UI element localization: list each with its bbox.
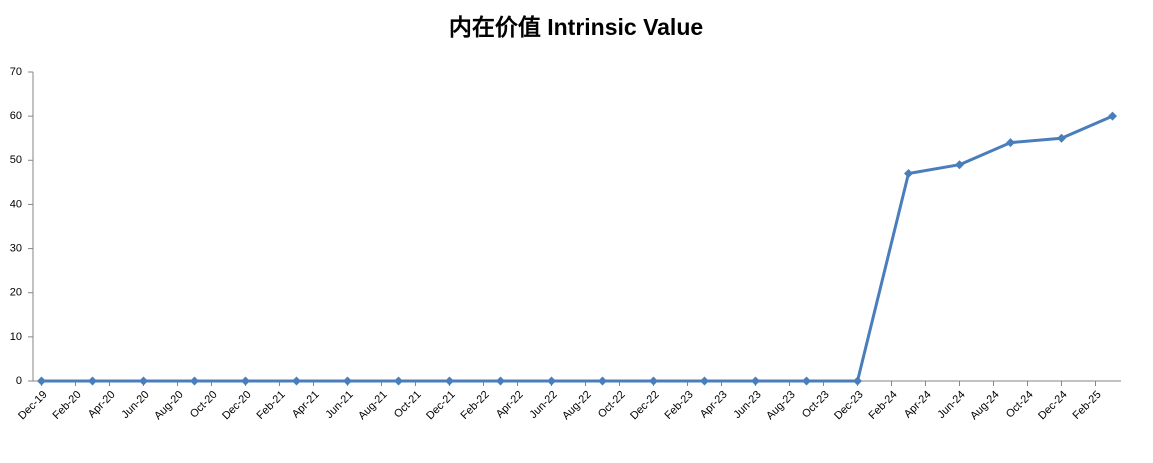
marker	[547, 376, 556, 386]
x-tick-label: Dec-19	[16, 389, 50, 423]
x-tick-label: Feb-20	[51, 389, 84, 422]
x-tick-label: Feb-25	[1071, 389, 1104, 422]
x-tick-label: Feb-24	[867, 389, 900, 422]
y-tick-label: 20	[10, 287, 22, 299]
x-tick-label: Oct-21	[392, 389, 424, 421]
x-tick-label: Oct-22	[596, 389, 628, 421]
y-tick-label: 60	[10, 110, 22, 122]
x-tick-label: Apr-24	[902, 389, 934, 421]
x-tick-label: Jun-22	[527, 389, 559, 421]
y-tick-label: 10	[10, 331, 22, 343]
marker	[598, 376, 607, 386]
marker	[190, 376, 199, 386]
marker	[802, 376, 811, 386]
line	[41, 114, 1114, 383]
y-tick-label: 50	[10, 154, 22, 166]
chart-title: 内在价值 Intrinsic Value	[449, 14, 703, 40]
x-tick-label: Oct-20	[188, 389, 220, 421]
x-tick-label: Apr-22	[494, 389, 526, 421]
x-tick-label: Feb-22	[459, 389, 492, 422]
marker	[1057, 133, 1066, 143]
marker	[292, 376, 301, 386]
x-tick-label: Dec-21	[424, 389, 458, 423]
x-tick-label: Aug-22	[560, 389, 594, 423]
x-tick-label: Dec-23	[832, 389, 866, 423]
marker	[700, 376, 709, 386]
marker	[496, 376, 505, 386]
x-tick-label: Jun-20	[119, 389, 151, 421]
x-tick-label: Oct-24	[1004, 389, 1036, 421]
marker	[1108, 111, 1117, 121]
x-tick-label: Dec-24	[1036, 389, 1070, 423]
x-tick-label: Jun-23	[731, 389, 763, 421]
marker	[853, 376, 862, 386]
marker	[649, 376, 658, 386]
x-tick-label: Oct-23	[800, 389, 832, 421]
x-tick-label: Feb-23	[663, 389, 696, 422]
x-tick-label: Dec-20	[220, 389, 254, 423]
marker	[139, 376, 148, 386]
y-tick-label: 70	[10, 66, 22, 78]
marker	[343, 376, 352, 386]
x-tick-label: Feb-21	[255, 389, 288, 422]
marker	[955, 160, 964, 170]
y-tick-label: 30	[10, 242, 22, 254]
x-tick-label: Apr-20	[86, 389, 118, 421]
x-tick-label: Aug-20	[152, 389, 186, 423]
x-tick-label: Apr-23	[698, 389, 730, 421]
x-tick-label: Jun-24	[935, 389, 967, 421]
marker	[904, 169, 913, 179]
marker	[1006, 138, 1015, 148]
marker	[751, 376, 760, 386]
x-tick-label: Dec-22	[628, 389, 662, 423]
marker	[394, 376, 403, 386]
marker	[88, 376, 97, 386]
x-tick-label: Aug-21	[356, 389, 390, 423]
y-tick-label: 40	[10, 198, 22, 210]
x-tick-label: Jun-21	[323, 389, 355, 421]
x-tick-label: Aug-24	[968, 389, 1002, 423]
marker	[445, 376, 454, 386]
y-tick-label: 0	[16, 375, 22, 387]
marker	[37, 376, 46, 386]
marker	[241, 376, 250, 386]
x-tick-label: Aug-23	[764, 389, 798, 423]
x-tick-label: Apr-21	[290, 389, 322, 421]
